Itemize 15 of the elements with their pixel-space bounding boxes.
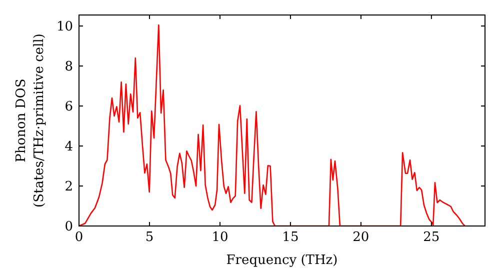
y-axis-title: Phonon DOS (States/THz·primitive cell) bbox=[14, 33, 47, 208]
y-tick-label: 2 bbox=[64, 180, 73, 195]
x-tick-label: 5 bbox=[145, 230, 154, 245]
y-tick-label: 4 bbox=[64, 140, 73, 155]
x-tick-label: 0 bbox=[74, 230, 84, 245]
x-tick-label: 25 bbox=[423, 230, 440, 245]
x-tick-label: 15 bbox=[282, 230, 299, 245]
x-axis-title: Frequency (THz) bbox=[226, 253, 338, 268]
x-tick-label: 20 bbox=[352, 230, 370, 245]
y-tick-label: 0 bbox=[64, 220, 73, 235]
x-tick-label: 10 bbox=[212, 230, 228, 245]
line-series bbox=[79, 24, 466, 226]
y-tick-label: 10 bbox=[56, 20, 73, 35]
y-tick-label: 6 bbox=[64, 100, 73, 115]
y-tick-label: 8 bbox=[64, 60, 73, 75]
